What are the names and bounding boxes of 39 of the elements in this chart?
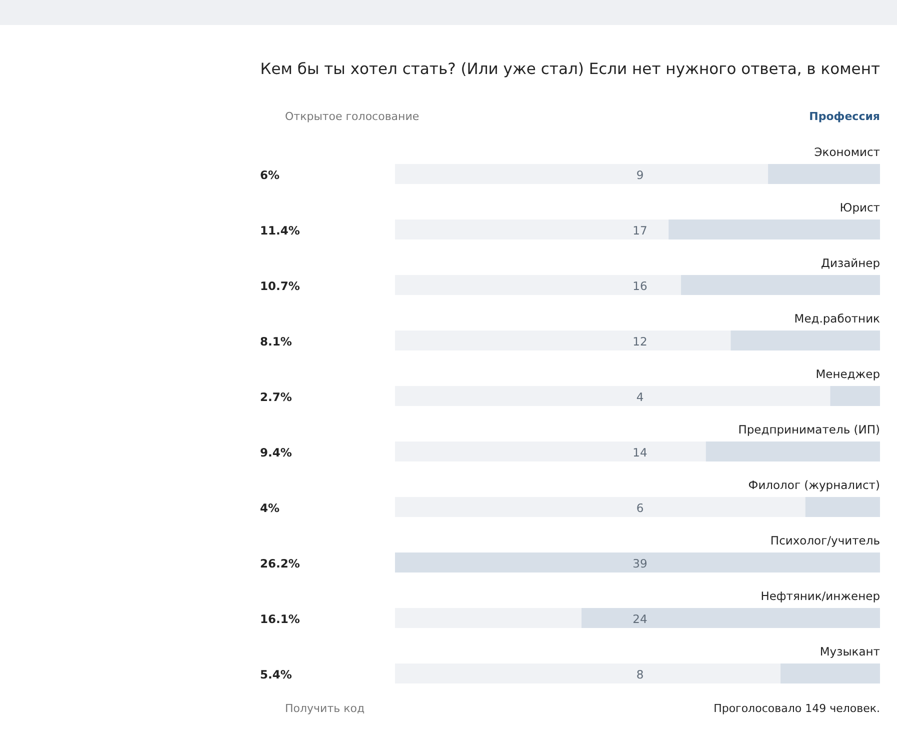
data-label: 9 [636, 168, 644, 182]
bar [780, 664, 880, 684]
bar [830, 386, 880, 406]
data-label: 6 [636, 501, 644, 515]
chart-title: Кем бы ты хотел стать? (Или уже стал) Если нет нужного ответа, в комент [260, 60, 880, 78]
text: 10.7% [260, 279, 300, 293]
data-label: 17 [632, 224, 648, 238]
text: 2.7% [260, 390, 292, 404]
data-label: 8 [636, 668, 644, 682]
text: 8.1% [260, 334, 292, 348]
data-label: 16 [632, 279, 648, 293]
data-label: 12 [632, 334, 648, 348]
y-tick-label: Экономист [814, 145, 880, 159]
data-label: 39 [632, 556, 648, 570]
bar [768, 164, 880, 184]
text: 26.2% [260, 556, 300, 570]
text: 6% [260, 168, 280, 182]
y-tick-label: Предприниматель (ИП) [738, 422, 880, 436]
text: 5.4% [260, 668, 292, 682]
y-tick-label: Менеджер [816, 367, 880, 381]
y-tick-label: Дизайнер [821, 256, 880, 270]
text: Получить код [285, 702, 365, 715]
text: 9.4% [260, 446, 292, 460]
y-tick-label: Музыкант [820, 644, 880, 658]
y-tick-label: Мед.работник [794, 312, 880, 326]
y-tick-label: Психолог/учитель [770, 534, 880, 548]
text: 11.4% [260, 224, 300, 238]
y-tick-label: Юрист [840, 200, 880, 214]
text: Открытое голосование [285, 110, 420, 123]
y-tick-label: Нефтяник/инженер [760, 589, 880, 603]
y-tick-label: Филолог (журналист) [748, 478, 880, 492]
data-label: 14 [632, 446, 648, 460]
chart-subtitle: Профессия [809, 110, 880, 123]
text: 16.1% [260, 612, 300, 626]
data-label: 4 [636, 390, 644, 404]
text: 4% [260, 501, 280, 515]
text: Проголосовало 149 человек. [714, 702, 880, 715]
bar [805, 497, 880, 517]
data-label: 24 [632, 612, 648, 626]
